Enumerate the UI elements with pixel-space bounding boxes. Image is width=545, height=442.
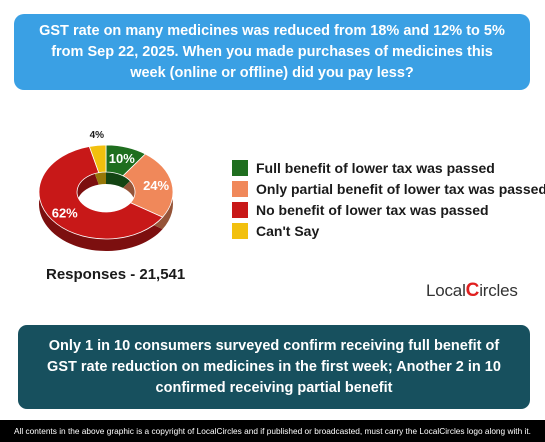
legend-label: Can't Say (256, 222, 320, 239)
legend-item: Can't Say (232, 220, 545, 241)
legend-item: Only partial benefit of lower tax was pa… (232, 178, 545, 199)
pie-slice (122, 153, 174, 218)
legend-label: Full benefit of lower tax was passed (256, 159, 495, 176)
pie-data-label: 24% (143, 178, 169, 193)
key-finding-banner: Only 1 in 10 consumers surveyed confirm … (18, 325, 530, 409)
localcircles-logo: LocalCircles (426, 280, 518, 302)
pie-slice (88, 144, 107, 174)
pie-data-label: 62% (52, 205, 78, 220)
legend-item: Full benefit of lower tax was passed (232, 157, 545, 178)
copyright-footer: All contents in the above graphic is a c… (0, 420, 545, 442)
legend-item: No benefit of lower tax was passed (232, 199, 545, 220)
legend: Full benefit of lower tax was passed Only… (232, 157, 545, 241)
pie-data-label: 4% (90, 130, 105, 141)
responses-count: Responses - 21,541 (46, 266, 186, 283)
brand-text-glyph: C (465, 280, 480, 301)
legend-swatch (232, 201, 248, 218)
question-banner: GST rate on many medicines was reduced f… (14, 14, 530, 90)
pie-chart: 10% 24% 62% 4% (38, 130, 174, 252)
question-text: GST rate on many medicines was reduced f… (39, 22, 505, 81)
pie-slice (38, 146, 164, 240)
copyright-text: All contents in the above graphic is a c… (14, 426, 531, 436)
key-finding-text: Only 1 in 10 consumers surveyed confirm … (47, 337, 501, 396)
brand-text-local: Local (426, 281, 466, 300)
legend-swatch (232, 222, 248, 239)
pie-data-label: 10% (109, 151, 135, 166)
legend-label: Only partial benefit of lower tax was pa… (256, 180, 545, 197)
brand-text-ircles: ircles (479, 281, 518, 300)
legend-swatch (232, 159, 248, 176)
legend-swatch (232, 180, 248, 197)
legend-label: No benefit of lower tax was passed (256, 201, 489, 218)
